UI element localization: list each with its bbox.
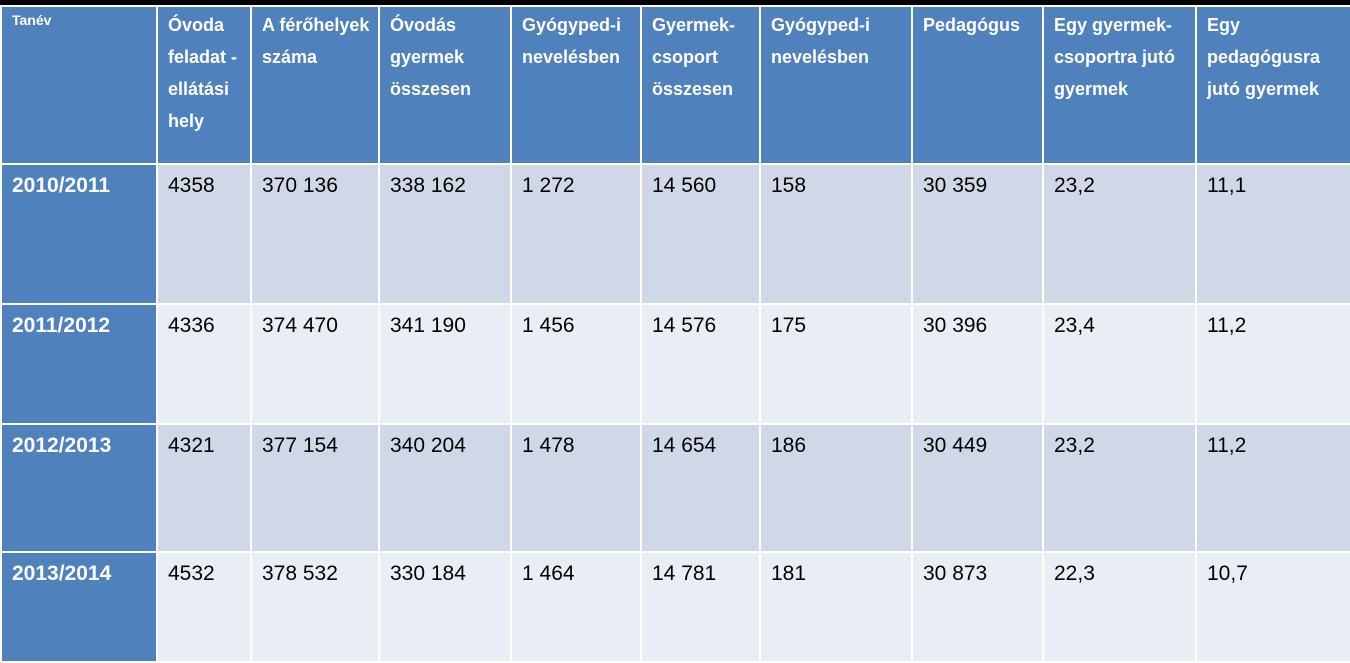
- table-cell: 340 204: [378, 423, 512, 553]
- table-row: 2012/2013 4321 377 154 340 204 1 478 14 …: [0, 423, 1350, 553]
- school-year-cell: 2011/2012: [0, 303, 158, 425]
- column-header-special-needs-children: Gyógyped-i nevelésben: [510, 5, 642, 165]
- column-header-groups-total: Gyermek-csoport összesen: [640, 5, 761, 165]
- table-cell: 158: [759, 163, 913, 305]
- column-header-children-per-group: Egy gyermek-csoportra jutó gyermek: [1042, 5, 1197, 165]
- table-cell: 14 654: [640, 423, 761, 553]
- table-cell: 186: [759, 423, 913, 553]
- table-cell: 370 136: [250, 163, 380, 305]
- table-cell: 175: [759, 303, 913, 425]
- table-cell: 4358: [156, 163, 252, 305]
- table-cell: 374 470: [250, 303, 380, 425]
- table-cell: 10,7: [1195, 551, 1350, 663]
- table-cell: 11,2: [1195, 423, 1350, 553]
- table-cell: 23,2: [1042, 423, 1197, 553]
- column-header-children-per-teacher: Egy pedagógusra jutó gyermek: [1195, 5, 1350, 165]
- table-row: 2013/2014 4532 378 532 330 184 1 464 14 …: [0, 551, 1350, 663]
- column-header-capacity: A férőhelyek száma: [250, 5, 380, 165]
- table-cell: 30 873: [911, 551, 1044, 663]
- column-header-kindergarten-sites: Óvoda feladat - ellátási hely: [156, 5, 252, 165]
- table-cell: 23,4: [1042, 303, 1197, 425]
- table-cell: 378 532: [250, 551, 380, 663]
- table-cell: 14 576: [640, 303, 761, 425]
- table-cell: 11,2: [1195, 303, 1350, 425]
- table-cell: 30 449: [911, 423, 1044, 553]
- kindergarten-statistics-table: Tanév Óvoda feladat - ellátási hely A fé…: [0, 5, 1350, 663]
- table-cell: 4532: [156, 551, 252, 663]
- table-row: 2011/2012 4336 374 470 341 190 1 456 14 …: [0, 303, 1350, 425]
- table-cell: 330 184: [378, 551, 512, 663]
- table-cell: 23,2: [1042, 163, 1197, 305]
- table-cell: 1 464: [510, 551, 642, 663]
- column-header-school-year: Tanév: [0, 5, 158, 165]
- school-year-cell: 2013/2014: [0, 551, 158, 663]
- table-cell: 4336: [156, 303, 252, 425]
- table-cell: 1 478: [510, 423, 642, 553]
- table-header-row: Tanév Óvoda feladat - ellátási hely A fé…: [0, 5, 1350, 165]
- table-cell: 338 162: [378, 163, 512, 305]
- table-cell: 30 396: [911, 303, 1044, 425]
- table-cell: 341 190: [378, 303, 512, 425]
- table-cell: 181: [759, 551, 913, 663]
- school-year-cell: 2012/2013: [0, 423, 158, 553]
- school-year-cell: 2010/2011: [0, 163, 158, 305]
- column-header-special-needs-groups: Gyógyped-i nevelésben: [759, 5, 913, 165]
- table-cell: 11,1: [1195, 163, 1350, 305]
- table-cell: 30 359: [911, 163, 1044, 305]
- table-row: 2010/2011 4358 370 136 338 162 1 272 14 …: [0, 163, 1350, 305]
- table-cell: 377 154: [250, 423, 380, 553]
- column-header-children-total: Óvodás gyermek összesen: [378, 5, 512, 165]
- table-cell: 14 560: [640, 163, 761, 305]
- table-cell: 4321: [156, 423, 252, 553]
- table-cell: 14 781: [640, 551, 761, 663]
- table-cell: 1 456: [510, 303, 642, 425]
- table-cell: 1 272: [510, 163, 642, 305]
- table-cell: 22,3: [1042, 551, 1197, 663]
- column-header-teachers: Pedagógus: [911, 5, 1044, 165]
